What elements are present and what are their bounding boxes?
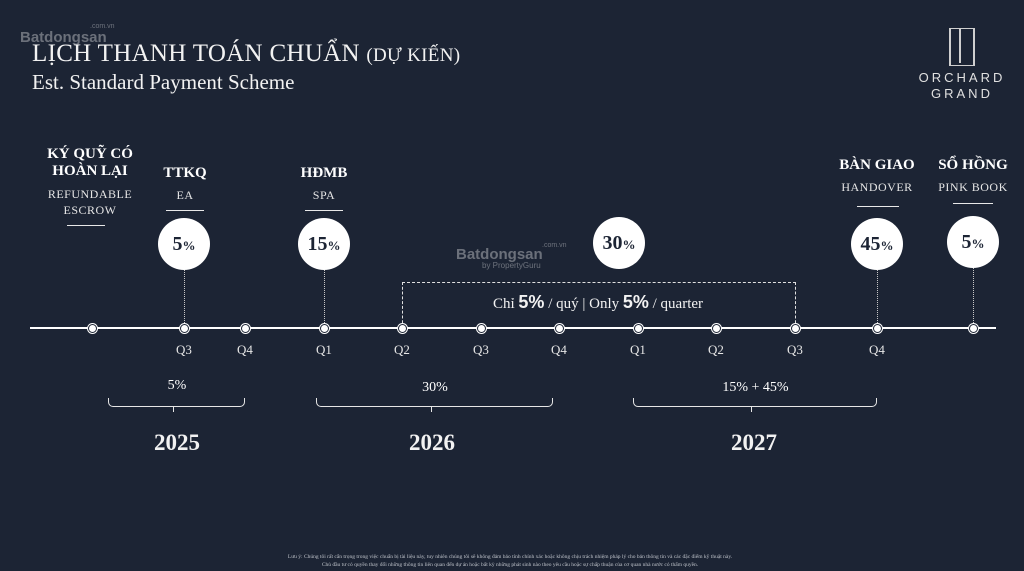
watermark-brand: Batdongsan: [20, 29, 107, 46]
pct-unit: %: [182, 238, 196, 253]
pct-value: 45: [860, 232, 881, 255]
milestone-pinkbook-s1: PINK BOOK: [938, 180, 1008, 194]
watermark-mid-domain: .com.vn: [542, 242, 567, 249]
rate-v1: 5%: [518, 292, 545, 312]
watermark-mid-brand: Batdongsan: [456, 246, 543, 263]
rate-mid: / quý | Only: [544, 296, 623, 312]
timeline-dot: [320, 324, 329, 333]
milestone-quarterly-percent: 30%: [593, 217, 645, 269]
milestone-escrow: KÝ QUỸ CÓ HOÀN LẠI REFUNDABLE ESCROW: [40, 146, 140, 218]
connector-ttkq: [184, 270, 185, 327]
milestone-hdmb-s1: SPA: [312, 188, 336, 202]
period-2025-label: 5%: [167, 378, 187, 393]
title-vn-suffix: (DỰ KIẾN): [366, 45, 461, 66]
period-2026-label: 30%: [422, 380, 448, 395]
milestone-ttkq-s1: EA: [176, 188, 194, 202]
timeline-dot: [241, 324, 250, 333]
timeline-dot: [634, 324, 643, 333]
watermark-mid-sub: by PropertyGuru: [482, 261, 541, 270]
milestone-handover-s1: HANDOVER: [841, 180, 913, 194]
quarter-label: Q1: [630, 342, 646, 357]
quarterly-rate-text: Chỉ 5% / quý | Only 5% / quarter: [402, 292, 794, 313]
milestone-pinkbook-h1: SỔ HỒNG: [938, 157, 1008, 173]
pct-value: 5: [961, 230, 972, 253]
watermark-domain: .com.vn: [90, 23, 115, 30]
milestone-pinkbook-percent: 5%: [947, 216, 999, 268]
timeline-dot: [873, 324, 882, 333]
quarter-label: Q4: [551, 342, 567, 357]
connector-pinkbook: [973, 268, 974, 327]
title-vn: LỊCH THANH TOÁN CHUẨN (DỰ KIẾN): [32, 40, 460, 68]
year-2025: 2025: [154, 430, 200, 455]
timeline-dot: [180, 324, 189, 333]
pct-value: 30: [602, 231, 623, 254]
milestone-handover: BÀN GIAO HANDOVER: [830, 157, 924, 195]
milestone-escrow-underline: [67, 225, 105, 226]
connector-handover: [877, 270, 878, 327]
quarter-label: Q3: [176, 342, 192, 357]
milestone-hdmb-percent: 15%: [298, 218, 350, 270]
timeline-dot: [712, 324, 721, 333]
quarter-label: Q4: [869, 342, 885, 357]
watermark-top: Batdongsan .com.vn: [20, 23, 115, 46]
pct-value: 15: [307, 232, 328, 255]
timeline-dot: [791, 324, 800, 333]
year-2027: 2027: [731, 430, 777, 455]
pct-unit: %: [327, 238, 341, 253]
orchard-grand-logo: ORCHARD GRAND: [918, 28, 1006, 102]
watermark-middle: Batdongsan .com.vn by PropertyGuru: [456, 242, 567, 270]
milestone-ttkq: TTKQ EA: [150, 165, 220, 203]
milestone-handover-underline: [857, 206, 899, 207]
milestone-ttkq-underline: [166, 210, 204, 211]
milestone-escrow-s2: ESCROW: [63, 203, 117, 217]
year-2026: 2026: [409, 430, 455, 455]
milestone-hdmb: HĐMB SPA: [289, 165, 359, 203]
quarter-label: Q3: [473, 342, 489, 357]
timeline-dot: [398, 324, 407, 333]
quarter-label: Q4: [237, 342, 253, 357]
milestone-handover-percent: 45%: [851, 218, 903, 270]
milestone-ttkq-percent: 5%: [158, 218, 210, 270]
logo-line1: ORCHARD: [918, 70, 1006, 85]
disclaimer-line2: Chủ đầu tư có quyền thay đổi những thông…: [321, 562, 699, 568]
milestone-escrow-h2: HOÀN LẠI: [52, 163, 128, 179]
pct-unit: %: [971, 236, 985, 251]
period-2025-brace: [108, 398, 245, 412]
milestone-hdmb-h1: HĐMB: [300, 165, 348, 181]
connector-hdmb: [324, 270, 325, 327]
quarter-label: Q1: [316, 342, 332, 357]
milestone-ttkq-h1: TTKQ: [163, 165, 207, 181]
timeline-dot: [477, 324, 486, 333]
timeline-dot: [969, 324, 978, 333]
milestone-hdmb-underline: [305, 210, 343, 211]
timeline-dot: [555, 324, 564, 333]
timeline-dot: [88, 324, 97, 333]
rate-post: / quarter: [648, 296, 704, 312]
timeline-axis: [30, 327, 996, 329]
milestone-handover-h1: BÀN GIAO: [839, 157, 915, 173]
period-2027-brace: [633, 398, 877, 412]
milestone-pinkbook: SỔ HỒNG PINK BOOK: [928, 157, 1018, 195]
period-2027-label: 15% + 45%: [722, 380, 789, 395]
quarter-label: Q3: [787, 342, 803, 357]
pct-unit: %: [622, 237, 636, 252]
disclaimer-line1: Lưu ý: Chúng tôi rất cẩn trọng trong việ…: [287, 554, 733, 560]
milestone-escrow-s1: REFUNDABLE: [47, 187, 133, 201]
title-vn-main: LỊCH THANH TOÁN CHUẨN: [32, 40, 360, 67]
quarter-label: Q2: [394, 342, 410, 357]
quarterly-payment-box: [402, 282, 796, 328]
title-en: Est. Standard Payment Scheme: [32, 70, 295, 94]
pct-unit: %: [880, 238, 894, 253]
milestone-pinkbook-underline: [953, 203, 993, 204]
quarter-label: Q2: [708, 342, 724, 357]
logo-mark-icon: [949, 28, 975, 66]
rate-v2: 5%: [622, 292, 649, 312]
milestone-escrow-h1: KÝ QUỸ CÓ: [47, 146, 133, 162]
pct-value: 5: [172, 232, 183, 255]
rate-pre: Chỉ: [492, 296, 519, 312]
logo-line2: GRAND: [931, 86, 993, 101]
period-2026-brace: [316, 398, 553, 412]
